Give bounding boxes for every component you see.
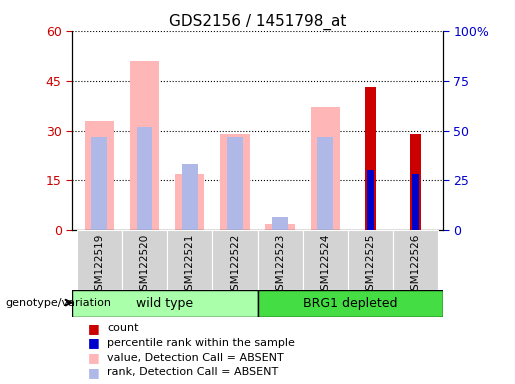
Bar — [258, 230, 303, 290]
Bar — [77, 230, 122, 290]
Bar — [272, 217, 288, 230]
Bar — [212, 230, 258, 290]
Bar — [175, 174, 204, 230]
Bar — [136, 127, 152, 230]
Text: ■: ■ — [88, 351, 99, 364]
Text: GSM122523: GSM122523 — [275, 233, 285, 297]
Text: value, Detection Call = ABSENT: value, Detection Call = ABSENT — [107, 353, 284, 362]
Bar — [410, 134, 421, 230]
Text: wild type: wild type — [136, 297, 193, 310]
Bar — [317, 137, 333, 230]
Bar — [91, 137, 107, 230]
Text: count: count — [107, 323, 139, 333]
Text: GSM122519: GSM122519 — [94, 233, 104, 297]
Text: GSM122524: GSM122524 — [320, 233, 330, 297]
Text: GSM122520: GSM122520 — [140, 233, 149, 296]
Bar — [130, 61, 159, 230]
Bar — [72, 290, 258, 317]
Text: genotype/variation: genotype/variation — [5, 298, 111, 308]
Bar — [182, 164, 198, 230]
Bar — [365, 87, 376, 230]
Text: GSM122525: GSM122525 — [366, 233, 375, 297]
Bar — [227, 137, 243, 230]
Text: GSM122522: GSM122522 — [230, 233, 240, 297]
Text: GSM122521: GSM122521 — [185, 233, 195, 297]
Bar — [122, 230, 167, 290]
Text: rank, Detection Call = ABSENT: rank, Detection Call = ABSENT — [107, 367, 279, 377]
Text: percentile rank within the sample: percentile rank within the sample — [107, 338, 295, 348]
Text: GSM122526: GSM122526 — [411, 233, 421, 297]
Bar — [367, 170, 374, 230]
Bar — [220, 134, 250, 230]
Bar — [167, 230, 212, 290]
Bar — [303, 230, 348, 290]
Bar — [265, 224, 295, 230]
Bar — [393, 230, 438, 290]
Bar — [311, 107, 340, 230]
Text: ■: ■ — [88, 336, 99, 349]
Text: ■: ■ — [88, 366, 99, 379]
Bar — [84, 121, 114, 230]
Bar — [413, 174, 419, 230]
Text: BRG1 depleted: BRG1 depleted — [303, 297, 398, 310]
Bar — [348, 230, 393, 290]
Text: ■: ■ — [88, 322, 99, 335]
Text: GDS2156 / 1451798_at: GDS2156 / 1451798_at — [169, 13, 346, 30]
Bar — [258, 290, 443, 317]
